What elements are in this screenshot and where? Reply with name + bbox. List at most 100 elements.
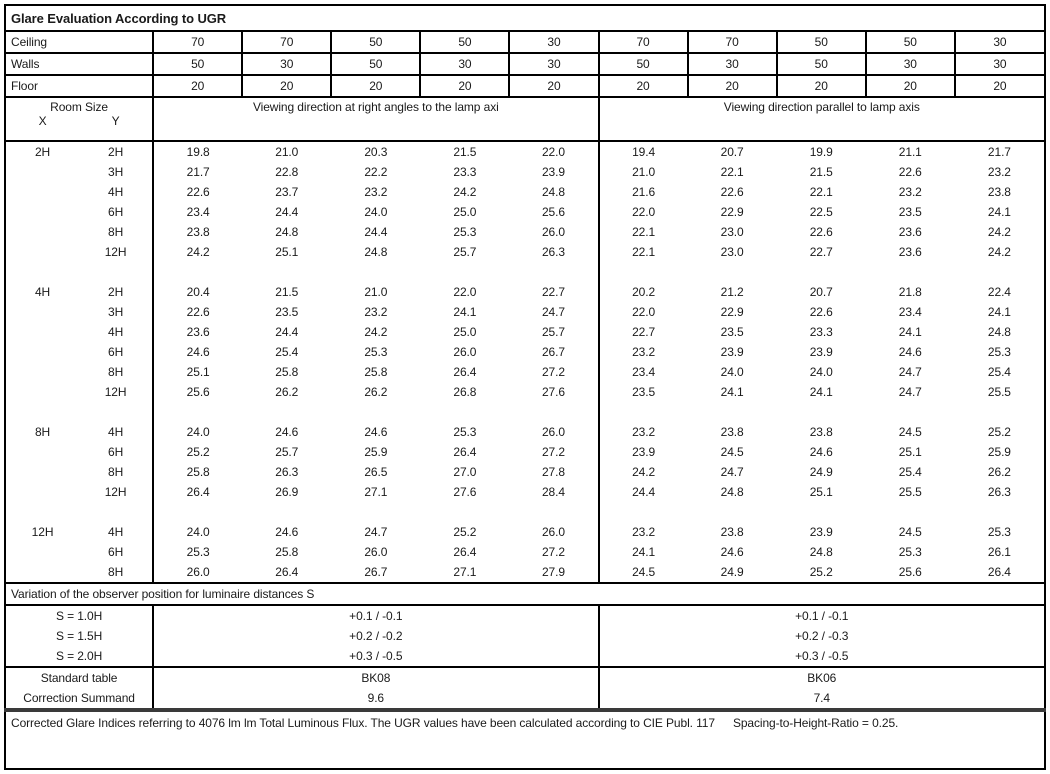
surface-value: 20 — [152, 74, 244, 98]
ugr-value-cell: 25.1 — [809, 485, 833, 499]
ugr-value-cell: 25.6 — [186, 385, 210, 399]
ugr-value-cell: 23.2 — [364, 305, 388, 319]
room-size-cell: 3H — [5, 302, 155, 322]
ugr-value-cell: 25.4 — [898, 465, 922, 479]
ugr-value-cell: 26.5 — [364, 465, 388, 479]
ugr-value-cell: 23.9 — [720, 345, 744, 359]
ugr-value-cell: 22.7 — [632, 325, 656, 339]
ugr-row: 6H 25.3 25.8 26.0 26.4 27.2 24.1 24.6 24.8 25.3 26… — [5, 542, 1045, 562]
observer-variation-row: S = 2.0H +0.3 / -0.5 +0.3 / -0.5 — [5, 646, 1045, 667]
room-size-cell: 12H — [5, 382, 155, 402]
ugr-value-cell: 19.8 — [186, 145, 210, 159]
surface-value: 20 — [597, 74, 689, 98]
ugr-value-cell: 22.5 — [809, 205, 833, 219]
ugr-value-cell: 22.6 — [809, 225, 833, 239]
ugr-value-cell: 23.0 — [720, 225, 744, 239]
ugr-value-cell: 26.2 — [275, 385, 299, 399]
room-x-value — [6, 245, 79, 259]
ugr-row: 4H 2H 20.4 21.5 21.0 22.0 22.7 20.2 21.2 20.7 21.8… — [5, 282, 1045, 302]
ugr-value-cell: 23.9 — [632, 445, 656, 459]
ugr-value-cell: 24.1 — [720, 385, 744, 399]
ugr-empty-cell — [153, 402, 242, 422]
ugr-value-cell: 24.0 — [186, 525, 210, 539]
room-size-cell: 8H — [5, 362, 155, 382]
ugr-value-cell: 27.0 — [453, 465, 477, 479]
ugr-value-cell: 26.0 — [186, 565, 210, 579]
surface-row: Ceiling 70 70 50 50 30 70 70 50 50 30 — [3, 30, 1047, 54]
ugr-value-cell: 24.2 — [453, 185, 477, 199]
room-x-header: X — [38, 114, 47, 128]
room-size-cell: 8H — [5, 462, 155, 482]
ugr-value-cell: 24.8 — [509, 182, 600, 202]
ugr-value-cell: 23.2 — [364, 185, 388, 199]
ugr-value-cell: 23.6 — [898, 245, 922, 259]
ugr-value-cell: 25.4 — [275, 345, 299, 359]
ugr-value-cell: 23.4 — [632, 365, 656, 379]
ugr-row: 8H 26.0 26.4 26.7 27.1 27.9 24.5 24.9 25.2 25.6 26… — [5, 562, 1045, 583]
surface-label: Floor — [3, 74, 155, 98]
room-y-value: 4H — [108, 325, 124, 339]
ugr-value-cell: 25.5 — [898, 485, 922, 499]
ugr-value-cell: 19.4 — [632, 145, 656, 159]
ugr-value-cell: 23.2 — [987, 165, 1011, 179]
ugr-value-cell: 25.2 — [453, 525, 477, 539]
ugr-value-cell: 27.9 — [509, 562, 600, 583]
ugr-value-cell: 24.8 — [809, 545, 833, 559]
ugr-value-cell: 24.8 — [720, 485, 744, 499]
ugr-value-cell: 24.7 — [509, 302, 600, 322]
ugr-value-cell: 24.6 — [186, 345, 210, 359]
ugr-row: 6H 24.6 25.4 25.3 26.0 26.7 23.2 23.9 23.9 24.6 25… — [5, 342, 1045, 362]
surface-row: Floor 20 20 20 20 20 20 20 20 20 20 — [3, 74, 1047, 98]
ugr-value-cell: 26.0 — [509, 422, 600, 442]
room-y-value: 8H — [108, 365, 124, 379]
room-y-value: 3H — [108, 165, 124, 179]
observer-variation-row-left-value: +0.3 / -0.5 — [153, 646, 600, 667]
parallel-span-header: Viewing direction parallel to lamp axis — [598, 97, 1045, 142]
ugr-value-cell: 26.4 — [453, 445, 477, 459]
surface-value: 30 — [241, 52, 333, 76]
ugr-value-cell: 24.6 — [364, 425, 388, 439]
ugr-value-cell: 20.7 — [720, 145, 744, 159]
ugr-value-cell: 25.2 — [987, 425, 1011, 439]
ugr-value-cell: 20.3 — [364, 145, 388, 159]
surface-value: 20 — [508, 74, 600, 98]
ugr-value-cell: 25.0 — [453, 325, 477, 339]
ugr-value-cell: 26.0 — [453, 345, 477, 359]
room-x-value — [6, 465, 79, 479]
ugr-empty-cell — [688, 402, 777, 422]
ugr-value-cell: 21.7 — [987, 145, 1011, 159]
ugr-value-cell: 23.5 — [632, 385, 656, 399]
footer-text: Corrected Glare Indices referring to 407… — [11, 716, 715, 730]
room-x-value: 8H — [34, 425, 51, 439]
ugr-value-cell: 25.2 — [809, 565, 833, 579]
surface-value: 30 — [864, 52, 956, 76]
ugr-value-cell: 24.2 — [987, 225, 1011, 239]
ugr-empty-cell — [955, 502, 1045, 522]
ugr-value-cell: 24.1 — [809, 385, 833, 399]
ugr-value-cell: 24.0 — [809, 365, 833, 379]
ugr-value-cell: 23.2 — [898, 185, 922, 199]
ugr-value-cell: 22.0 — [632, 305, 656, 319]
ugr-value-cell: 27.1 — [364, 485, 388, 499]
surface-value: 50 — [775, 30, 867, 54]
room-y-value: 8H — [108, 465, 124, 479]
room-y-header: Y — [111, 114, 120, 128]
ugr-value-cell: 24.6 — [275, 425, 299, 439]
ugr-value-cell: 26.7 — [509, 342, 600, 362]
room-x-value — [6, 225, 79, 239]
surface-value: 30 — [419, 52, 511, 76]
room-size-cell — [5, 262, 155, 282]
ugr-empty-cell — [331, 262, 420, 282]
ugr-value-cell: 24.8 — [364, 245, 388, 259]
ugr-value-cell: 22.1 — [632, 245, 656, 259]
surface-value: 20 — [864, 74, 956, 98]
footer-row: Corrected Glare Indices referring to 407… — [5, 708, 1045, 769]
ugr-value-cell: 25.8 — [364, 365, 388, 379]
ugr-value-cell: 26.3 — [987, 485, 1011, 499]
ugr-value-cell: 25.1 — [186, 365, 210, 379]
variation-header: Variation of the observer position for l… — [5, 582, 1045, 606]
surface-value: 50 — [419, 30, 511, 54]
ugr-empty-cell — [242, 262, 331, 282]
ugr-value-cell: 23.5 — [275, 305, 299, 319]
